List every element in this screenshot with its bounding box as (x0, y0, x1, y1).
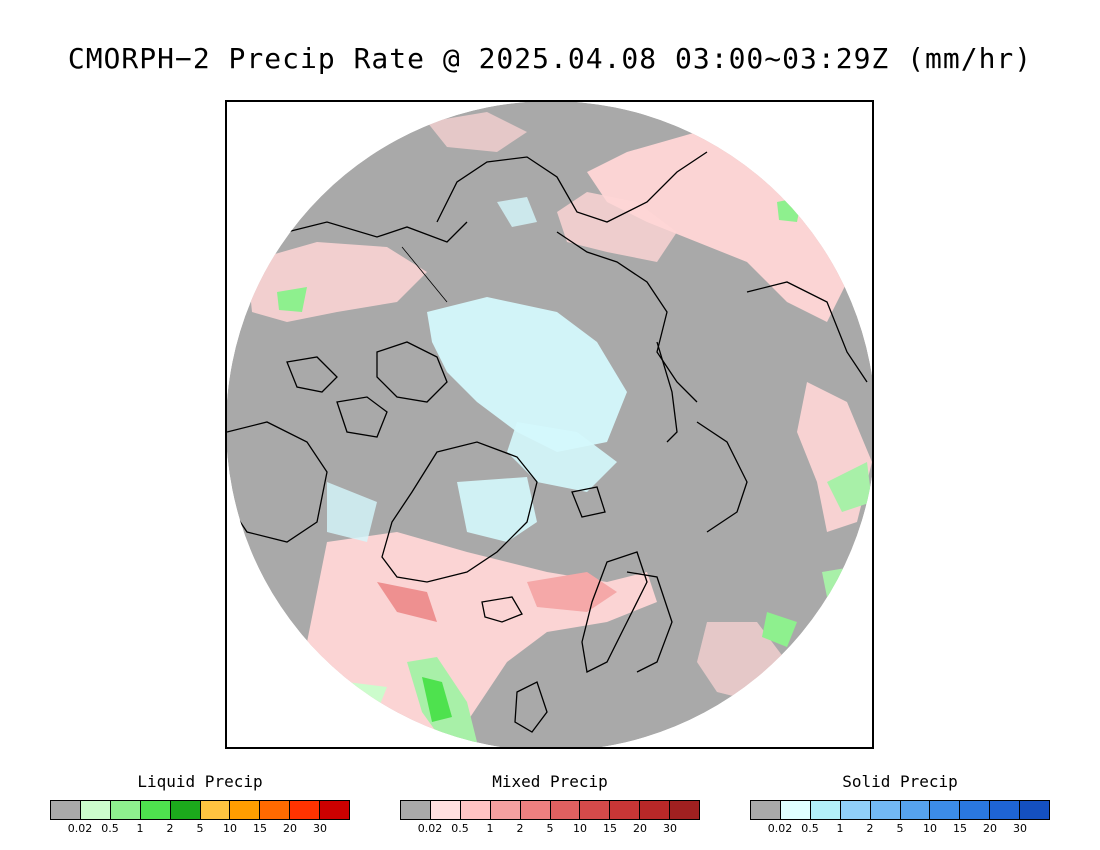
legend-swatch (900, 801, 931, 819)
legend-swatch (460, 801, 491, 819)
legend-swatch (490, 801, 521, 819)
legend-tick-label: 20 (983, 822, 997, 835)
legend-swatch (110, 801, 141, 819)
legend-swatch (230, 801, 261, 819)
legend-tick-label: 1 (486, 822, 494, 835)
legend-tick-label: 15 (603, 822, 617, 835)
legend-tick-label: 0.02 (417, 822, 443, 835)
legend-tick-label: 10 (573, 822, 587, 835)
solid-precip-areas (327, 197, 627, 542)
legend-tick-labels: 0.02 0.5 1 2 5 10 15 20 30 (750, 822, 1050, 836)
legend-swatch (170, 801, 201, 819)
legend-tick-label: 2 (516, 822, 524, 835)
legend-swatch (550, 801, 581, 819)
legend-tick-labels: 0.02 0.5 1 2 5 10 15 20 30 (50, 822, 350, 836)
legend-swatch (610, 801, 641, 819)
legend-swatch (260, 801, 291, 819)
legend-swatch (870, 801, 901, 819)
coastlines (227, 151, 868, 733)
legend-swatch (840, 801, 871, 819)
legend-swatch (990, 801, 1021, 819)
legend-swatch (640, 801, 671, 819)
legend-tick-label: 0.5 (801, 822, 819, 835)
legend-swatch (751, 801, 781, 819)
legend-tick-label: 1 (136, 822, 144, 835)
legend-swatch (520, 801, 551, 819)
legend-tick-label: 15 (953, 822, 967, 835)
legend-title: Liquid Precip (137, 772, 263, 791)
legend-tick-label: 1 (836, 822, 844, 835)
legend-swatch (960, 801, 991, 819)
legend-tick-label: 20 (283, 822, 297, 835)
legend-tick-label: 30 (663, 822, 677, 835)
legend-tick-label: 0.02 (767, 822, 793, 835)
legend-swatch (810, 801, 841, 819)
legend-tick-label: 2 (166, 822, 174, 835)
legend-tick-label: 2 (866, 822, 874, 835)
legend-tick-labels: 0.02 0.5 1 2 5 10 15 20 30 (400, 822, 700, 836)
legend-swatch (580, 801, 611, 819)
legend-swatch (930, 801, 961, 819)
legend-swatch (290, 801, 321, 819)
legend-swatch (80, 801, 111, 819)
legend-swatch (200, 801, 231, 819)
legend-swatch (430, 801, 461, 819)
legend-tick-label: 10 (923, 822, 937, 835)
legend-swatch (140, 801, 171, 819)
polar-precip-map (227, 102, 872, 747)
legend-title: Solid Precip (842, 772, 958, 791)
legend-swatch (320, 801, 350, 819)
legend-mixed: Mixed Precip 0.02 0.5 1 2 5 10 15 20 30 (400, 772, 700, 836)
legend-tick-label: 0.5 (101, 822, 119, 835)
legend-tick-label: 15 (253, 822, 267, 835)
legend-swatch (401, 801, 431, 819)
map-title: CMORPH−2 Precip Rate @ 2025.04.08 03:00~… (67, 42, 1033, 75)
legend-colorbar (750, 800, 1050, 820)
legend-tick-label: 30 (1013, 822, 1027, 835)
legend-tick-label: 5 (196, 822, 204, 835)
legend-colorbar (50, 800, 350, 820)
legend-tick-label: 5 (546, 822, 554, 835)
legend-tick-label: 20 (633, 822, 647, 835)
legend-tick-label: 5 (896, 822, 904, 835)
legend-tick-label: 30 (313, 822, 327, 835)
legend-tick-label: 0.02 (67, 822, 93, 835)
legend-solid: Solid Precip 0.02 0.5 1 2 5 10 15 20 30 (750, 772, 1050, 836)
legend-tick-label: 10 (223, 822, 237, 835)
legend-swatch (51, 801, 81, 819)
legend-tick-label: 0.5 (451, 822, 469, 835)
legend-swatch (1020, 801, 1050, 819)
mixed-precip-areas (247, 112, 872, 747)
polar-map-frame (225, 100, 874, 749)
legend-swatch (780, 801, 811, 819)
legend-liquid: Liquid Precip 0.02 0.5 1 2 5 10 15 20 30 (50, 772, 350, 836)
legend-colorbar (400, 800, 700, 820)
legend-swatch (670, 801, 700, 819)
legend-title: Mixed Precip (492, 772, 608, 791)
